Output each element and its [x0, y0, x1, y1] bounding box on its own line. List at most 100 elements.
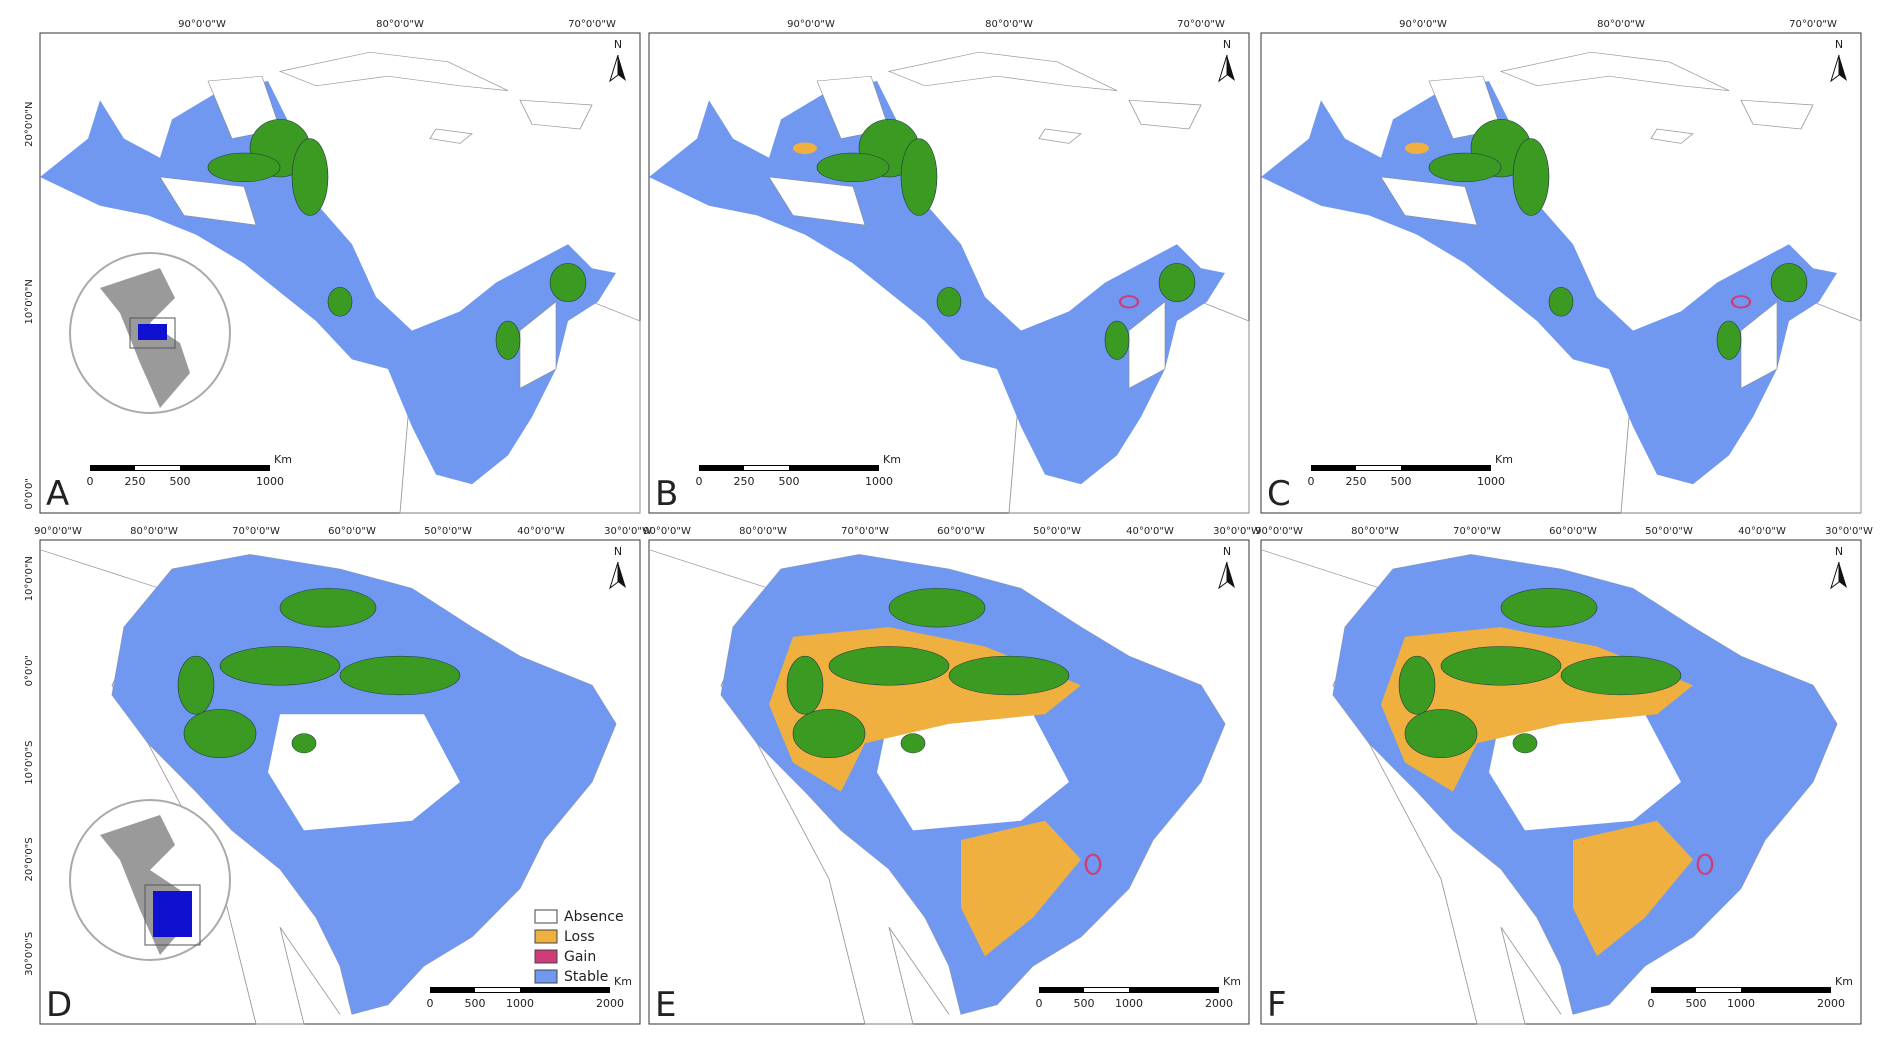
north-label: N [614, 38, 622, 51]
scale-bar [744, 466, 789, 470]
longitude-label: 40°0'0"W [517, 526, 565, 537]
stable-green-area [888, 588, 986, 628]
stable-green-area [786, 655, 824, 715]
stable-green-area [1398, 655, 1436, 715]
panel-letter: E [655, 985, 676, 1025]
scale-label: 1000 [1115, 997, 1143, 1010]
map-layer [1260, 549, 1838, 1025]
scale-label: 0 [1036, 997, 1043, 1010]
north-arrow [1839, 562, 1847, 588]
longitude-label: 40°0'0"W [1738, 526, 1786, 537]
map-layer [40, 51, 641, 514]
stable-green-area [1560, 655, 1682, 696]
scale-label: 1000 [865, 475, 893, 488]
longitude-label: 90°0'0"W [178, 19, 226, 30]
scale-label: 500 [1074, 997, 1095, 1010]
stable-green-area [792, 709, 866, 759]
longitude-label: 40°0'0"W [1126, 526, 1174, 537]
stable-green-area [1770, 263, 1808, 303]
legend-label: Absence [564, 909, 624, 925]
longitude-label: 50°0'0"W [1033, 526, 1081, 537]
loss-area [793, 142, 817, 154]
panel-letter: F [1267, 985, 1287, 1025]
loss-area [769, 627, 1081, 957]
gain-area [1730, 295, 1752, 309]
longitude-label: 30°0'0"W [1213, 526, 1261, 537]
north-arrow [1227, 55, 1235, 81]
scale-label: 1000 [1477, 475, 1505, 488]
scale-unit: Km [883, 453, 901, 466]
scale-bar [1084, 988, 1129, 992]
scale-label: 250 [1346, 475, 1367, 488]
stable-green-area [177, 655, 215, 715]
north-label: N [1835, 545, 1843, 558]
latitude-label: 10°0'0"N [24, 556, 35, 601]
stable-green-area [1428, 152, 1502, 183]
stable-green-area [816, 152, 890, 183]
legend-swatch [534, 929, 558, 944]
longitude-label: 30°0'0"W [604, 526, 652, 537]
map-layer [1261, 51, 1862, 514]
caribbean-coastline [278, 51, 593, 144]
longitude-label: 70°0'0"W [1789, 19, 1837, 30]
inset-study-area [138, 324, 167, 340]
scale-label: 0 [1648, 997, 1655, 1010]
scale-label: 0 [696, 475, 703, 488]
scale-bar [1356, 466, 1401, 470]
longitude-label: 50°0'0"W [1645, 526, 1693, 537]
longitude-label: 80°0'0"W [130, 526, 178, 537]
longitude-label: 90°0'0"W [34, 526, 82, 537]
legend-label: Gain [564, 949, 596, 965]
stable-green-area [948, 655, 1070, 696]
longitude-label: 30°0'0"W [1825, 526, 1873, 537]
stable-green-area [1158, 263, 1196, 303]
scale-label: 500 [465, 997, 486, 1010]
scale-bar [135, 466, 180, 470]
caribbean-coastline [1499, 51, 1814, 144]
stable-green-area [291, 138, 329, 216]
latitude-label: 20°0'0"N [24, 102, 35, 147]
scale-label: 1000 [506, 997, 534, 1010]
scale-label: 250 [734, 475, 755, 488]
scale-label: 500 [170, 475, 191, 488]
scale-label: 500 [1686, 997, 1707, 1010]
longitude-label: 80°0'0"W [1351, 526, 1399, 537]
north-label: N [1835, 38, 1843, 51]
scale-unit: Km [1223, 975, 1241, 988]
longitude-label: 80°0'0"W [739, 526, 787, 537]
longitude-label: 60°0'0"W [328, 526, 376, 537]
stable-green-area [1404, 709, 1478, 759]
stable-green-area [183, 709, 257, 759]
stable-green-area [495, 320, 521, 360]
map-panel: 90°0'0"W 80°0'0"W 70°0'0"W 20°0'0"N 10°0'0"N… [24, 19, 641, 514]
scale-unit: Km [614, 975, 632, 988]
latitude-label: 0°0'0" [24, 478, 35, 509]
north-label: N [1223, 545, 1231, 558]
north-arrow [618, 55, 626, 81]
legend-swatch [534, 909, 558, 924]
longitude-label: 80°0'0"W [1597, 19, 1645, 30]
north-label: N [614, 545, 622, 558]
inset-region [144, 884, 201, 946]
longitude-label: 90°0'0"W [787, 19, 835, 30]
stable-green-area [1500, 588, 1598, 628]
stable-green-area [936, 287, 962, 317]
longitude-label: 80°0'0"W [985, 19, 1033, 30]
longitude-label: 70°0'0"W [1177, 19, 1225, 30]
longitude-label: 90°0'0"W [1399, 19, 1447, 30]
scale-bar [475, 988, 520, 992]
longitude-label: 50°0'0"W [424, 526, 472, 537]
stable-green-area [1548, 287, 1574, 317]
longitude-label: 90°0'0"W [1255, 526, 1303, 537]
scale-label: 1000 [256, 475, 284, 488]
longitude-label: 70°0'0"W [841, 526, 889, 537]
map-panel: 90°0'0"W 80°0'0"W 70°0'0"W N 0 250 500 1000 Km B [648, 19, 1250, 514]
stable-green-area [900, 138, 938, 216]
longitude-label: 60°0'0"W [937, 526, 985, 537]
stable-green-area [1512, 733, 1538, 754]
latitude-label: 0°0'0" [24, 655, 35, 686]
caribbean-coastline [887, 51, 1202, 144]
stable-green-area [900, 733, 926, 754]
scale-unit: Km [1495, 453, 1513, 466]
